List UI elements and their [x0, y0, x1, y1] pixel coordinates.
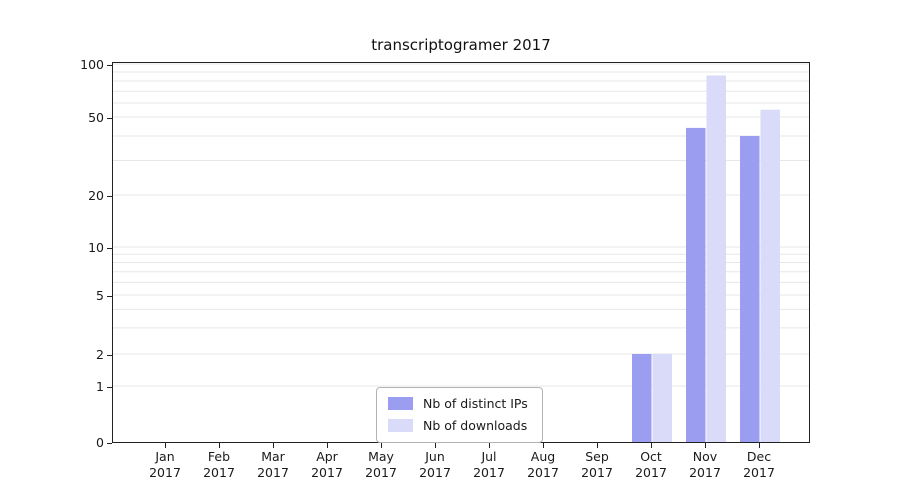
y-tick-label: 5 [96, 288, 104, 303]
bar-downloads [760, 109, 780, 442]
y-tick-mark [107, 387, 112, 388]
x-tick-mark [759, 443, 760, 448]
legend-item-downloads: Nb of downloads [388, 418, 528, 433]
y-tick-label: 100 [80, 57, 104, 72]
bar-downloads [706, 75, 726, 442]
bar-downloads [652, 354, 672, 442]
y-tick-mark [107, 118, 112, 119]
legend-label-downloads: Nb of downloads [423, 418, 528, 433]
legend-swatch-distinct-ips [388, 397, 413, 410]
y-tick-mark [107, 296, 112, 297]
x-tick-mark [705, 443, 706, 448]
x-tick-mark [597, 443, 598, 448]
y-tick-label: 1 [96, 379, 104, 394]
x-tick-mark [651, 443, 652, 448]
x-tick-label: Apr 2017 [311, 449, 343, 480]
y-tick-mark [107, 196, 112, 197]
legend-swatch-downloads [388, 419, 413, 432]
x-tick-mark [381, 443, 382, 448]
plot-area: Nb of distinct IPs Nb of downloads [112, 62, 810, 443]
x-tick-mark [543, 443, 544, 448]
legend: Nb of distinct IPs Nb of downloads [376, 387, 543, 443]
y-tick-mark [107, 355, 112, 356]
bar-distinct-ips [740, 136, 760, 442]
y-tick-label: 2 [96, 347, 104, 362]
x-tick-label: Aug 2017 [527, 449, 559, 480]
legend-item-distinct-ips: Nb of distinct IPs [388, 396, 528, 411]
chart-canvas [113, 63, 809, 442]
x-tick-label: Oct 2017 [635, 449, 667, 480]
bar-distinct-ips [632, 354, 652, 442]
x-tick-label: Feb 2017 [203, 449, 235, 480]
chart-title: transcriptogramer 2017 [371, 36, 551, 54]
y-tick-label: 20 [88, 188, 104, 203]
y-tick-mark [107, 443, 112, 444]
x-tick-label: Jun 2017 [419, 449, 451, 480]
x-tick-label: Nov 2017 [689, 449, 721, 480]
x-tick-mark [219, 443, 220, 448]
x-tick-label: Jan 2017 [149, 449, 181, 480]
x-tick-label: Sep 2017 [581, 449, 613, 480]
x-tick-label: Dec 2017 [743, 449, 775, 480]
y-tick-label: 0 [96, 435, 104, 450]
x-tick-label: Jul 2017 [473, 449, 505, 480]
x-tick-label: Mar 2017 [257, 449, 289, 480]
y-tick-label: 50 [88, 110, 104, 125]
bar-distinct-ips [686, 127, 706, 442]
legend-label-distinct-ips: Nb of distinct IPs [423, 396, 528, 411]
x-tick-mark [327, 443, 328, 448]
x-tick-mark [489, 443, 490, 448]
x-tick-mark [165, 443, 166, 448]
x-tick-mark [435, 443, 436, 448]
y-tick-label: 10 [88, 240, 104, 255]
x-tick-mark [273, 443, 274, 448]
x-tick-label: May 2017 [365, 449, 397, 480]
y-tick-mark [107, 248, 112, 249]
y-tick-mark [107, 65, 112, 66]
